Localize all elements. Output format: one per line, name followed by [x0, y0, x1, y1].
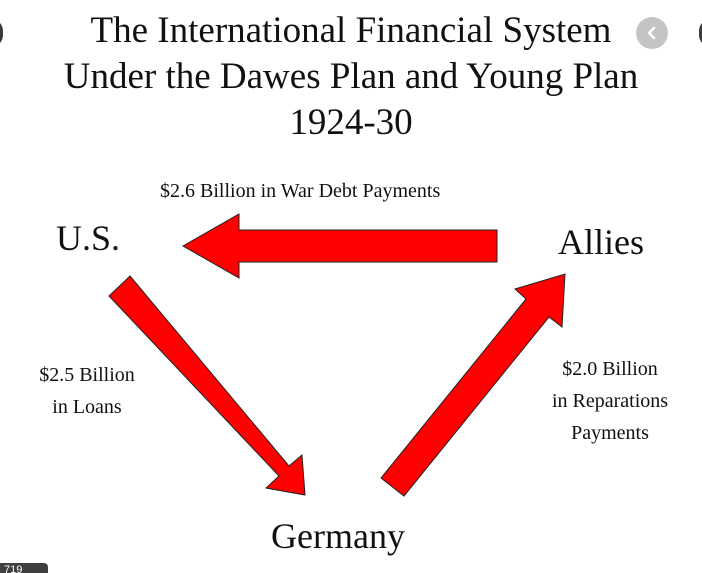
- title-line-1: The International Financial System: [90, 10, 612, 51]
- node-allies: Allies: [558, 222, 644, 262]
- image-size-badge: 719: [0, 563, 48, 573]
- reparations-label-line-3: Payments: [571, 422, 649, 444]
- title-line-2: Under the Dawes Plan and Young Plan: [63, 56, 639, 97]
- war-debt-arrow: [181, 213, 498, 279]
- loans-label-line-1: $2.5 Billion: [39, 364, 135, 386]
- reparations-label: $2.0 Billion in Reparations Payments: [530, 353, 690, 449]
- previous-image-button[interactable]: [636, 17, 668, 49]
- reparations-arrow: [380, 273, 566, 497]
- loans-arrow: [108, 275, 306, 496]
- reparations-label-line-1: $2.0 Billion: [562, 358, 658, 380]
- node-us: U.S.: [56, 218, 121, 258]
- loans-label: $2.5 Billion in Loans: [16, 359, 158, 423]
- chevron-left-icon: [647, 26, 656, 40]
- loans-label-line-2: in Loans: [52, 396, 122, 418]
- viewer-edge-control-right[interactable]: [699, 19, 702, 47]
- viewer-edge-control-left[interactable]: [0, 19, 3, 47]
- reparations-label-line-2: in Reparations: [551, 390, 669, 412]
- war-debt-label: $2.6 Billion in War Debt Payments: [160, 180, 441, 202]
- title-line-3: 1924-30: [289, 102, 413, 143]
- node-germany: Germany: [271, 516, 405, 556]
